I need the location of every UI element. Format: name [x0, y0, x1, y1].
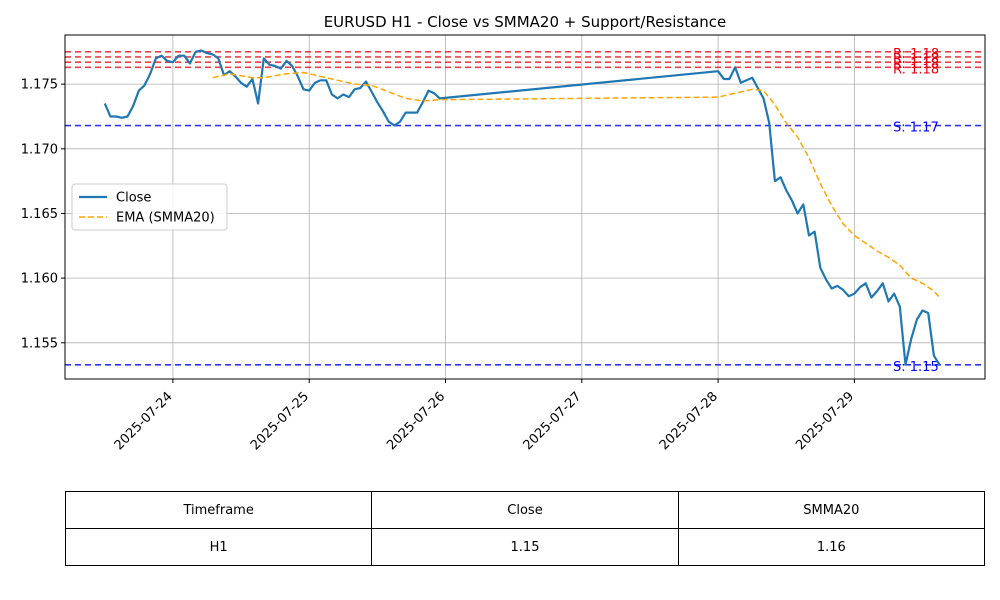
x-tick-label: 2025-07-29 [793, 389, 857, 453]
y-tick-label: 1.175 [21, 78, 58, 93]
legend-label: Close [116, 191, 151, 206]
support-label: S: 1.17 [893, 121, 939, 136]
table-row: H1 1.15 1.16 [64, 528, 986, 566]
support-label: S: 1.15 [893, 360, 939, 375]
x-tick-label: 2025-07-25 [248, 389, 312, 453]
series-line-0 [103, 49, 941, 366]
table-cell: 1.16 [677, 528, 986, 566]
y-axis: 1.155 1.160 1.165 1.170 1.175 [21, 78, 65, 351]
chart-grid [65, 35, 985, 379]
legend-label: EMA (SMMA20) [116, 211, 215, 226]
legend: Close EMA (SMMA20) [71, 183, 228, 231]
y-tick-label: 1.155 [21, 336, 58, 351]
table-cell: H1 [64, 528, 373, 566]
x-tick-label: 2025-07-28 [657, 389, 721, 453]
series-line-1 [212, 71, 941, 298]
table-header-row: Timeframe Close SMMA20 [64, 491, 986, 529]
y-tick-label: 1.170 [21, 142, 58, 157]
resistance-label: R: 1.18 [893, 52, 939, 67]
table-cell: 1.15 [371, 528, 679, 566]
table-header-cell: SMMA20 [677, 491, 986, 529]
chart: EURUSD H1 - Close vs SMMA20 + Support/Re… [21, 13, 986, 453]
x-tick-label: 2025-07-24 [112, 389, 176, 453]
resistance-label: R: 1.18 [893, 47, 939, 62]
resistance-label: R: 1.18 [893, 62, 939, 77]
legend-box [71, 183, 228, 231]
table-header-cell: Timeframe [64, 491, 373, 529]
plot-area-frame [64, 34, 986, 380]
x-axis: 2025-07-24 2025-07-25 2025-07-26 2025-07-27… [112, 379, 857, 453]
resistance-label: R: 1.18 [893, 57, 939, 72]
summary-table: Timeframe Close SMMA20 H1 1.15 1.16 [64, 491, 986, 566]
x-tick-label: 2025-07-26 [384, 389, 448, 453]
chart-title: EURUSD H1 - Close vs SMMA20 + Support/Re… [324, 13, 727, 31]
table-header-cell: Close [371, 491, 679, 529]
y-tick-label: 1.160 [21, 272, 58, 287]
x-tick-label: 2025-07-27 [521, 389, 585, 453]
chart-series [103, 49, 941, 366]
y-tick-label: 1.165 [21, 207, 58, 222]
